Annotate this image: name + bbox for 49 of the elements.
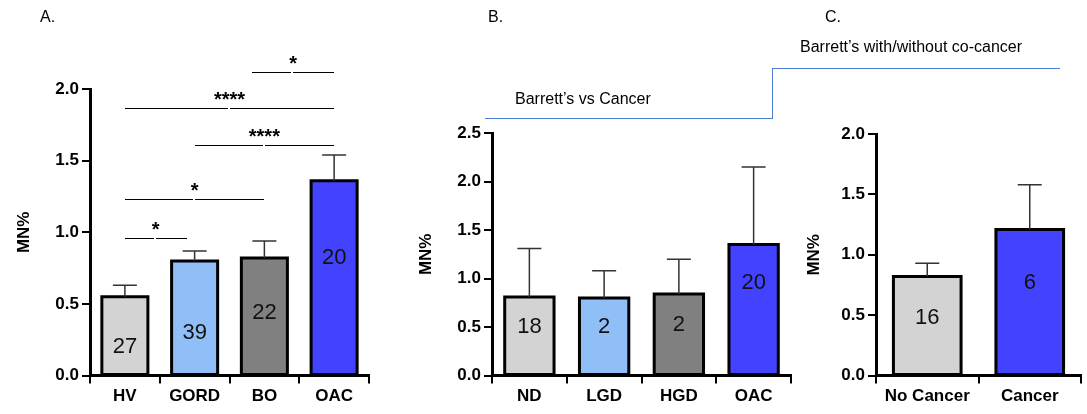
chart-title: B.	[488, 8, 504, 26]
annotation: 20	[741, 269, 766, 295]
x-tick-label: Cancer	[1000, 386, 1059, 406]
significance-bracket: *	[252, 50, 335, 73]
annotation: 2	[598, 313, 611, 339]
x-tick-label: No Cancer	[884, 386, 971, 406]
y-tick-label: 1.5	[841, 184, 865, 204]
y-tick-label: 1.0	[55, 221, 79, 241]
x-tick-label: GORD	[169, 386, 221, 406]
y-tick-label: 0.0	[55, 365, 79, 385]
text: Barrett’s vs Cancer	[515, 90, 651, 108]
annotation: 2	[672, 311, 685, 337]
text: Barrett’s with/without co-cancer	[800, 38, 1023, 56]
y-tick-label: 2.5	[457, 122, 481, 142]
y-tick-label: 1.0	[457, 268, 481, 288]
x-tick-label: HGD	[659, 386, 698, 406]
annotation: 39	[182, 318, 207, 344]
y-tick-label: 1.5	[457, 219, 481, 239]
y-tick-label: 0.0	[457, 365, 481, 385]
chart-title: C.	[825, 8, 841, 26]
y-tick-label: 2.0	[841, 123, 865, 143]
annotation: 27	[112, 333, 138, 358]
annotation: 20	[321, 244, 347, 270]
annotation: 18	[517, 313, 542, 339]
y-tick-label: 2.0	[457, 171, 481, 191]
y-tick-label: 2.0	[55, 78, 79, 98]
y-tick-label: 0.0	[841, 365, 865, 385]
chart-title: A.	[40, 8, 56, 26]
significance-bracket: ****	[194, 123, 335, 146]
y-axis-title: MN%	[803, 234, 823, 276]
y-tick-label: 0.5	[457, 316, 481, 336]
y-axis-title: MN%	[13, 211, 33, 254]
x-tick-label: ND	[517, 386, 542, 406]
significance-bracket: *	[124, 177, 265, 200]
significance-bracket: ****	[124, 86, 335, 109]
y-tick-label: 1.5	[55, 150, 79, 170]
annotation: 16	[915, 303, 940, 329]
y-tick-label: 0.5	[841, 304, 865, 324]
x-tick-label: OAC	[734, 386, 773, 406]
x-tick-label: OAC	[315, 386, 354, 406]
x-tick-label: HV	[113, 386, 138, 406]
x-tick-label: BO	[251, 386, 278, 406]
annotation: 22	[252, 298, 277, 324]
annotation: 6	[1023, 268, 1036, 294]
y-tick-label: 0.5	[55, 293, 79, 313]
y-axis-title: MN%	[415, 233, 435, 276]
x-tick-label: LGD	[586, 386, 623, 406]
significance-bracket: *	[124, 216, 187, 239]
y-tick-label: 1.0	[841, 244, 865, 264]
